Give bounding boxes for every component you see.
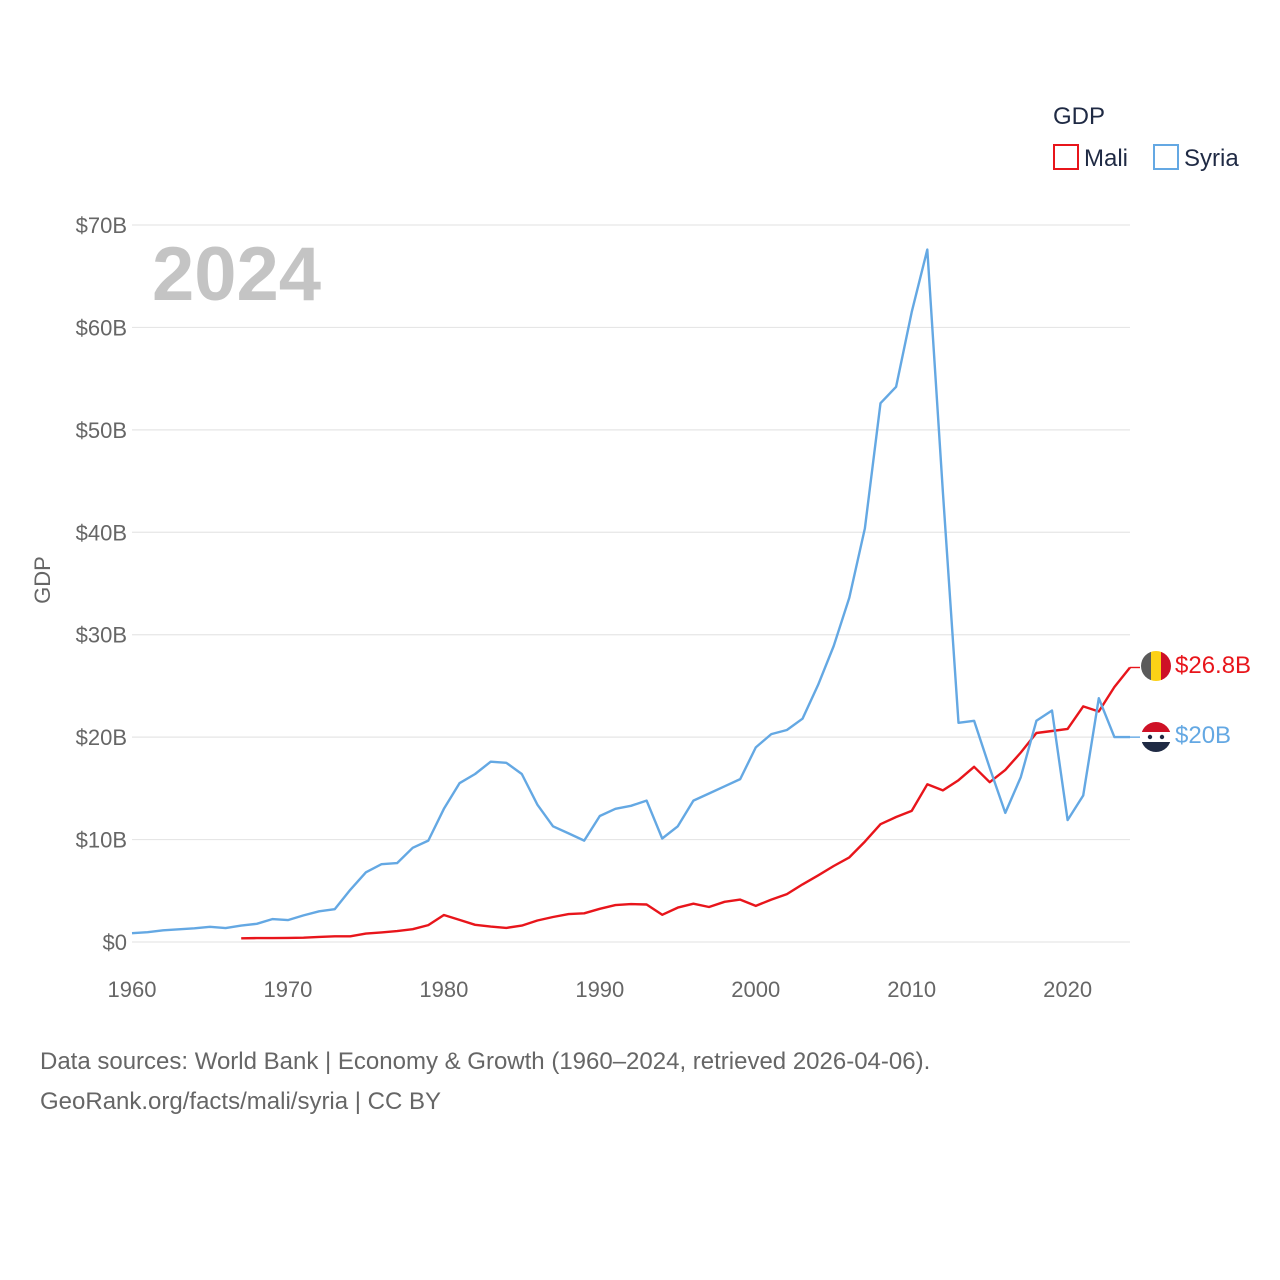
source-note: Data sources: World Bank | Economy & Gro… xyxy=(40,1042,930,1122)
end-label-syria: $20B xyxy=(1175,722,1231,749)
syria-flag-icon xyxy=(1141,722,1171,752)
legend-label-mali: Mali xyxy=(1084,145,1128,172)
end-label-mali: $26.8B xyxy=(1175,652,1251,679)
x-tick-label: 2010 xyxy=(887,977,936,1002)
y-tick-label: $60B xyxy=(76,315,127,340)
y-tick-label: $10B xyxy=(76,828,127,853)
y-tick-label: $0 xyxy=(103,930,127,955)
x-axis-ticks: 1960 1970 1980 1990 2000 2010 2020 xyxy=(108,977,1093,1002)
x-tick-label: 1990 xyxy=(575,977,624,1002)
series-line-syria xyxy=(131,248,1130,935)
y-tick-label: $40B xyxy=(76,520,127,545)
x-tick-label: 1980 xyxy=(419,977,468,1002)
x-tick-label: 2020 xyxy=(1043,977,1092,1002)
source-line-1: Data sources: World Bank | Economy & Gro… xyxy=(40,1048,931,1075)
series-line-mali xyxy=(241,666,1131,940)
legend: GDP Mali Syria xyxy=(1053,103,1239,172)
legend-swatch-syria xyxy=(1153,144,1179,170)
grid-lines xyxy=(132,224,1130,943)
year-label: 2024 xyxy=(152,232,321,317)
y-tick-label: $70B xyxy=(76,213,127,238)
legend-label-syria: Syria xyxy=(1184,145,1239,172)
source-line-2: GeoRank.org/facts/mali/syria | CC BY xyxy=(40,1088,442,1115)
series-lines xyxy=(131,248,1140,940)
y-axis-title: GDP xyxy=(30,556,55,604)
x-tick-label: 2000 xyxy=(731,977,780,1002)
mali-flag-icon xyxy=(1141,651,1171,681)
y-tick-label: $30B xyxy=(76,623,127,648)
x-tick-label: 1960 xyxy=(108,977,157,1002)
x-tick-label: 1970 xyxy=(263,977,312,1002)
y-tick-label: $20B xyxy=(76,725,127,750)
legend-swatch-mali xyxy=(1053,144,1079,170)
legend-title: GDP xyxy=(1053,103,1105,130)
y-axis-ticks: $0 $10B $20B $30B $40B $50B $60B $70B xyxy=(76,213,127,955)
y-tick-label: $50B xyxy=(76,418,127,443)
